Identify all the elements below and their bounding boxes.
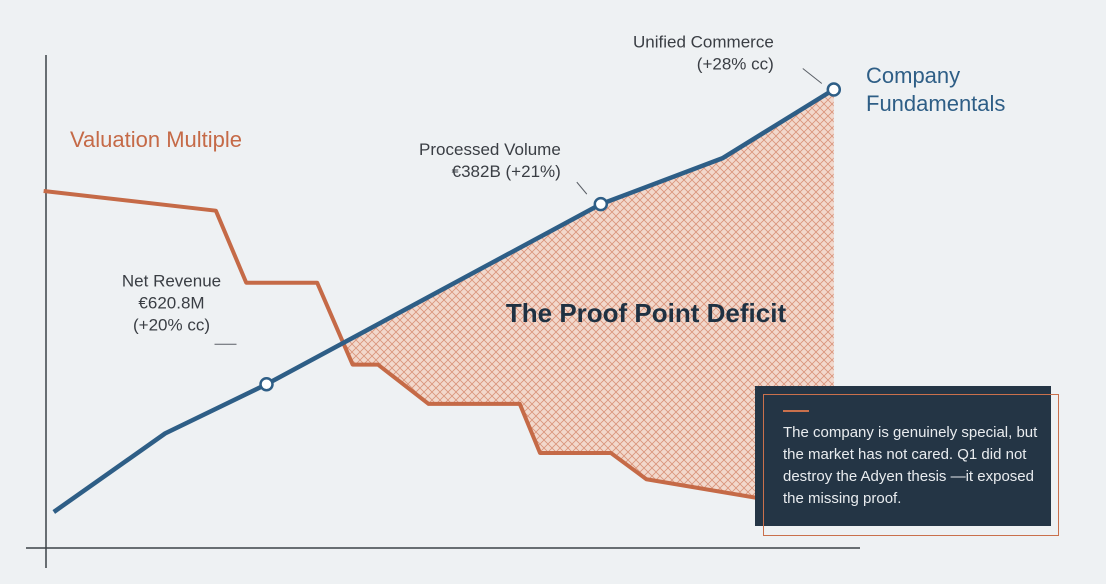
valuation-line — [43, 189, 764, 501]
data-point-marker — [826, 82, 842, 97]
deficit-annotation: The Proof Point Deficit — [506, 298, 787, 328]
data-label: Unified Commerce — [633, 33, 774, 52]
insight-callout: The company is genuinely special, but th… — [755, 386, 1051, 526]
data-point-marker — [593, 196, 609, 212]
callout-leader-line — [802, 68, 823, 84]
data-label: €382B (+21%) — [452, 162, 561, 181]
data-label: Net Revenue — [122, 271, 221, 290]
fundamentals-line — [52, 87, 835, 514]
data-label: (+28% cc) — [697, 55, 774, 74]
fundamentals-series-label: Company — [866, 63, 960, 88]
callout-accent-rule — [783, 410, 809, 412]
callout-text: The company is genuinely special, but th… — [783, 424, 1038, 507]
data-point-marker — [259, 377, 274, 392]
fundamentals-series-label-line2: Fundamentals — [866, 91, 1005, 116]
deficit-area — [343, 89, 834, 499]
callout-leader-line — [576, 181, 588, 195]
data-label: Processed Volume — [419, 140, 561, 159]
valuation-series-label: Valuation Multiple — [70, 127, 242, 152]
data-label: (+20% cc) — [133, 315, 210, 334]
data-label: €620.8M — [138, 293, 204, 312]
